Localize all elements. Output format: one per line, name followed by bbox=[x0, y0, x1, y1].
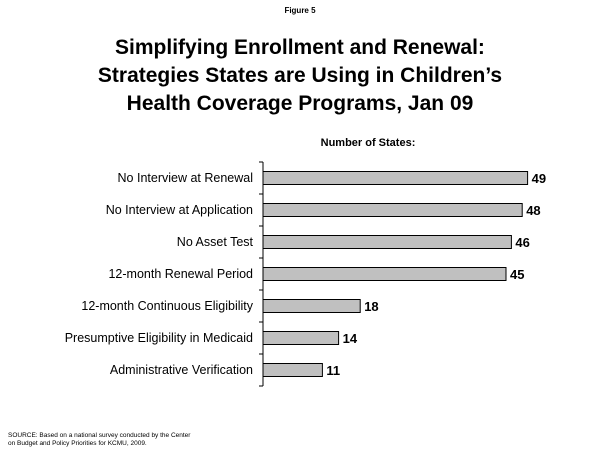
data-label: 45 bbox=[510, 267, 524, 282]
bar-chart: No Interview at Renewal 49 No Interview at… bbox=[65, 161, 546, 387]
data-label: 14 bbox=[343, 331, 358, 346]
figure-label: Figure 5 bbox=[284, 6, 316, 15]
category-label: 12-month Continuous Eligibility bbox=[81, 299, 253, 313]
data-label: 11 bbox=[326, 363, 340, 378]
category-label: No Interview at Application bbox=[106, 203, 253, 217]
chart-title-line-1: Simplifying Enrollment and Renewal: bbox=[115, 36, 485, 59]
axis-caption: Number of States: bbox=[320, 137, 416, 149]
category-label: No Asset Test bbox=[177, 235, 254, 249]
data-label: 46 bbox=[515, 235, 529, 250]
source-line-1: SOURCE: Based on a national survey condu… bbox=[8, 432, 191, 439]
category-label: No Interview at Renewal bbox=[118, 171, 253, 185]
bar bbox=[262, 363, 323, 377]
data-label: 49 bbox=[532, 171, 546, 186]
data-label: 18 bbox=[364, 299, 378, 314]
chart-title: Simplifying Enrollment and Renewal: Stra… bbox=[0, 34, 600, 118]
bar bbox=[262, 203, 523, 217]
category-label: 12-month Renewal Period bbox=[108, 267, 253, 281]
category-label: Administrative Verification bbox=[110, 363, 253, 377]
bar bbox=[262, 235, 512, 249]
chart-title-line-2: Strategies States are Using in Children’… bbox=[97, 64, 503, 87]
data-label: 48 bbox=[526, 203, 540, 218]
category-label: Presumptive Eligibility in Medicaid bbox=[65, 331, 253, 345]
bar bbox=[262, 267, 507, 281]
source-note: SOURCE: Based on a national survey condu… bbox=[8, 432, 190, 448]
chart-title-line-3: Health Coverage Programs, Jan 09 bbox=[126, 92, 474, 115]
bar bbox=[262, 299, 361, 313]
source-line-2: on Budget and Policy Priorities for KCMU… bbox=[8, 440, 147, 447]
bar bbox=[262, 171, 529, 185]
bar bbox=[262, 331, 340, 345]
